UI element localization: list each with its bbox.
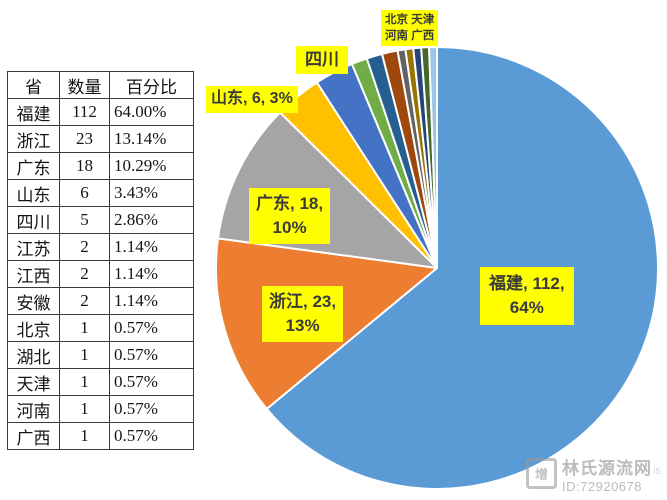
table-row: 北京 1 0.57% — [7, 314, 194, 342]
pie-label-zhejiang: 浙江, 23, 13% — [262, 286, 344, 343]
table-cell-pct: 1.14% — [109, 260, 194, 288]
table-cell-prov: 江苏 — [7, 233, 60, 261]
table-cell-prov: 广西 — [7, 422, 60, 450]
table-cell-num: 1 — [59, 368, 110, 396]
table-cell-prov: 河南 — [7, 395, 60, 423]
watermark: 增 林氏源流网 is ID:72920678 — [526, 454, 661, 494]
watermark-logo-icon: 增 — [526, 458, 558, 489]
pie-label-north-group: 北京 天津 河南 广西 — [381, 10, 439, 47]
table-row: 安徽 2 1.14% — [7, 287, 194, 315]
pie-label-shandong-line1: 山东, 6, 3% — [211, 90, 293, 107]
table-cell-pct: 0.57% — [109, 368, 194, 396]
table-cell-num: 6 — [59, 179, 110, 207]
table-cell-num: 2 — [59, 287, 110, 315]
table-cell-pct: 1.14% — [109, 287, 194, 315]
table-cell-num: 1 — [59, 341, 110, 369]
table-cell-num: 1 — [59, 395, 110, 423]
table-cell-prov: 安徽 — [7, 287, 60, 315]
pie-label-shandong: 山东, 6, 3% — [206, 86, 298, 113]
province-table: 省 数量 百分比 福建 112 64.00% 浙江 23 13.14% 广东 18 10.29%… — [7, 71, 194, 450]
pie-slice-广西 — [428, 45, 438, 269]
watermark-id: ID:72920678 — [562, 479, 642, 494]
watermark-suffix: is — [653, 465, 661, 477]
table-row: 广东 18 10.29% — [7, 152, 194, 180]
table-row: 湖北 1 0.57% — [7, 341, 194, 369]
watermark-brand: 林氏源流网 — [562, 459, 653, 478]
table-row: 天津 1 0.57% — [7, 368, 194, 396]
table-cell-pct: 0.57% — [109, 314, 194, 342]
pie-label-north-group-line1: 北京 天津 — [385, 14, 435, 26]
table-row: 四川 5 2.86% — [7, 206, 194, 234]
table-header-count: 数量 — [59, 71, 110, 99]
pie-label-fujian-line1: 福建, 112, — [489, 274, 565, 293]
table-cell-pct: 0.57% — [109, 341, 194, 369]
pie-label-zhejiang-line1: 浙江, 23, — [269, 292, 337, 311]
table-row: 江西 2 1.14% — [7, 260, 194, 288]
pie-label-fujian-line2: 64% — [509, 298, 544, 318]
pie-label-sichuan: 四川 — [296, 46, 348, 75]
table-cell-prov: 浙江 — [7, 125, 60, 153]
table-row: 广西 1 0.57% — [7, 422, 194, 450]
table-header-province: 省 — [7, 71, 60, 99]
table-cell-prov: 四川 — [7, 206, 60, 234]
table-cell-prov: 北京 — [7, 314, 60, 342]
pie-slice-福建 — [265, 46, 659, 490]
table-cell-num: 2 — [59, 260, 110, 288]
table-cell-prov: 广东 — [7, 152, 60, 180]
pie-label-sichuan-line1: 四川 — [305, 50, 339, 69]
table-header-row: 省 数量 百分比 — [7, 71, 194, 99]
province-table-body: 福建 112 64.00% 浙江 23 13.14% 广东 18 10.29% 山东 6 3.43% 四… — [7, 98, 194, 450]
table-cell-pct: 1.14% — [109, 233, 194, 261]
table-row: 江苏 2 1.14% — [7, 233, 194, 261]
table-row: 浙江 23 13.14% — [7, 125, 194, 153]
table-cell-pct: 13.14% — [109, 125, 194, 153]
pie-label-zhejiang-line2: 13% — [285, 316, 320, 336]
pie-label-north-group-line2: 河南 广西 — [385, 30, 435, 43]
table-cell-pct: 10.29% — [109, 152, 194, 180]
table-cell-prov: 福建 — [7, 98, 60, 126]
table-cell-num: 18 — [59, 152, 110, 180]
table-cell-pct: 0.57% — [109, 422, 194, 450]
pie-label-guangdong: 广东, 18, 10% — [249, 188, 331, 245]
table-cell-num: 23 — [59, 125, 110, 153]
pie-label-guangdong-line2: 10% — [272, 218, 307, 238]
table-cell-pct: 64.00% — [109, 98, 194, 126]
table-row: 福建 112 64.00% — [7, 98, 194, 126]
pie-label-fujian: 福建, 112, 64% — [480, 267, 574, 326]
pie-label-guangdong-line1: 广东, 18, — [256, 194, 324, 213]
